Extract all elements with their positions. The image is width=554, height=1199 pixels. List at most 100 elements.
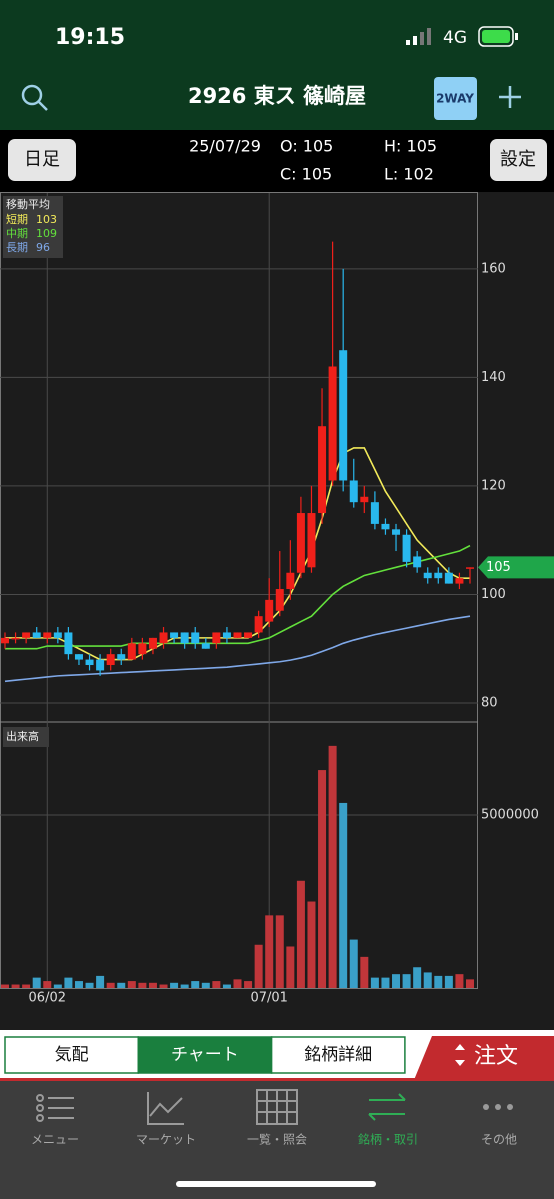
- legend-name: 短期: [6, 212, 28, 226]
- order-button[interactable]: [414, 1036, 554, 1080]
- candle-body: [85, 659, 94, 666]
- legend-name: 中期: [6, 227, 28, 240]
- volume-bar: [159, 984, 168, 988]
- volume-bar: [117, 982, 126, 988]
- tab-label: 銘柄詳細: [304, 1045, 372, 1065]
- battery-tip: [515, 33, 518, 40]
- volume-bar: [349, 939, 358, 988]
- candle-body: [212, 632, 221, 644]
- ma-line: [4, 615, 471, 683]
- volume-bar: [191, 981, 200, 988]
- candle-body: [392, 529, 401, 535]
- volume-bar: [265, 915, 274, 988]
- order-rule: [0, 1078, 554, 1081]
- volume-bar: [53, 984, 62, 988]
- candle-body: [201, 643, 210, 649]
- volume-bar: [444, 975, 453, 988]
- tab-label: 気配: [55, 1045, 89, 1065]
- tab[interactable]: [4, 1036, 140, 1074]
- tab-bar: 気配 チャート 銘柄詳細: [4, 1036, 406, 1074]
- nav-more-icon: [483, 1104, 513, 1110]
- volume-bar: [307, 901, 316, 988]
- tab-label: チャート: [171, 1045, 239, 1065]
- volume-bar: [328, 745, 337, 988]
- volume-bar: [318, 770, 327, 988]
- volume-bar: [148, 982, 157, 988]
- candle-body: [96, 659, 105, 671]
- info-bar: [0, 130, 554, 192]
- last-price-label: 105: [486, 560, 511, 575]
- tab[interactable]: [270, 1036, 406, 1074]
- candle-body: [11, 637, 20, 640]
- volume-bar: [413, 967, 422, 988]
- twoway-button[interactable]: [434, 77, 477, 120]
- volume-bar: [106, 982, 115, 988]
- volume-bar: [222, 984, 231, 988]
- candle-body: [413, 556, 422, 568]
- volume-bar: [360, 956, 369, 988]
- candle-body: [1, 637, 9, 644]
- volume-bar: [32, 977, 41, 988]
- candle-body: [53, 632, 62, 638]
- candle-body: [244, 632, 253, 638]
- volume-bar: [423, 972, 432, 988]
- period-button[interactable]: [8, 139, 76, 181]
- volume-bar: [233, 979, 242, 988]
- candle-body: [328, 366, 337, 481]
- volume-bar: [339, 802, 348, 988]
- candle-body: [339, 350, 348, 481]
- candle-body: [275, 589, 284, 611]
- volume-bar: [434, 975, 443, 988]
- volume-bar: [43, 981, 52, 988]
- volume-bar: [370, 977, 379, 988]
- header-title: 2926 東ス 篠崎屋: [188, 84, 366, 108]
- volume-bar: [11, 984, 20, 988]
- last-price-tag: [478, 556, 554, 579]
- nav-label: その他: [481, 1133, 517, 1147]
- info-date: 25/07/29: [189, 137, 261, 156]
- volume-bar: [64, 977, 73, 988]
- nav-label: メニュー: [31, 1133, 79, 1147]
- volume-bar: [466, 979, 474, 988]
- nav-icons: [36, 1089, 298, 1125]
- settings-label: 設定: [500, 149, 536, 170]
- volume-bar: [254, 944, 263, 988]
- info-open: O: 105: [280, 137, 333, 156]
- status-time: 19:15: [55, 25, 125, 50]
- nav-label: 銘柄・取引: [358, 1132, 418, 1147]
- candle-body: [254, 616, 263, 633]
- legend-box: [3, 196, 63, 258]
- legend-value: 103: [36, 213, 57, 226]
- volume-bar: [74, 981, 83, 988]
- add-button[interactable]: [499, 86, 521, 108]
- candle-body: [117, 654, 126, 660]
- candle-body: [159, 632, 168, 644]
- candle-body: [360, 496, 369, 503]
- info-low: L: 102: [384, 165, 434, 184]
- settings-button[interactable]: [490, 139, 547, 181]
- candle-body: [434, 572, 443, 579]
- order-label: 注文: [474, 1044, 518, 1069]
- y-tick-label: 5000000: [481, 808, 539, 823]
- x-tick-label: 06/02: [29, 991, 66, 1006]
- info-high: H: 105: [384, 137, 437, 156]
- candle-body: [148, 637, 157, 649]
- candle-body: [318, 426, 327, 514]
- candle-body: [265, 599, 274, 622]
- candle-body: [64, 632, 73, 655]
- y-tick-label: 160: [481, 261, 506, 276]
- volume-bar: [244, 981, 253, 988]
- volume-bar: [212, 981, 221, 988]
- candle-body: [402, 534, 411, 562]
- legend-box: [3, 727, 49, 747]
- battery-icon: [478, 26, 514, 47]
- candle-body: [466, 567, 474, 569]
- nav-labels: メニュー マーケット 一覧・照会 銘柄・取引 その他: [31, 1132, 517, 1147]
- search-button[interactable]: [21, 84, 48, 111]
- tab[interactable]: [137, 1036, 273, 1074]
- candle-body: [74, 654, 83, 660]
- candle-body: [32, 632, 41, 638]
- network-label: 4G: [443, 28, 467, 48]
